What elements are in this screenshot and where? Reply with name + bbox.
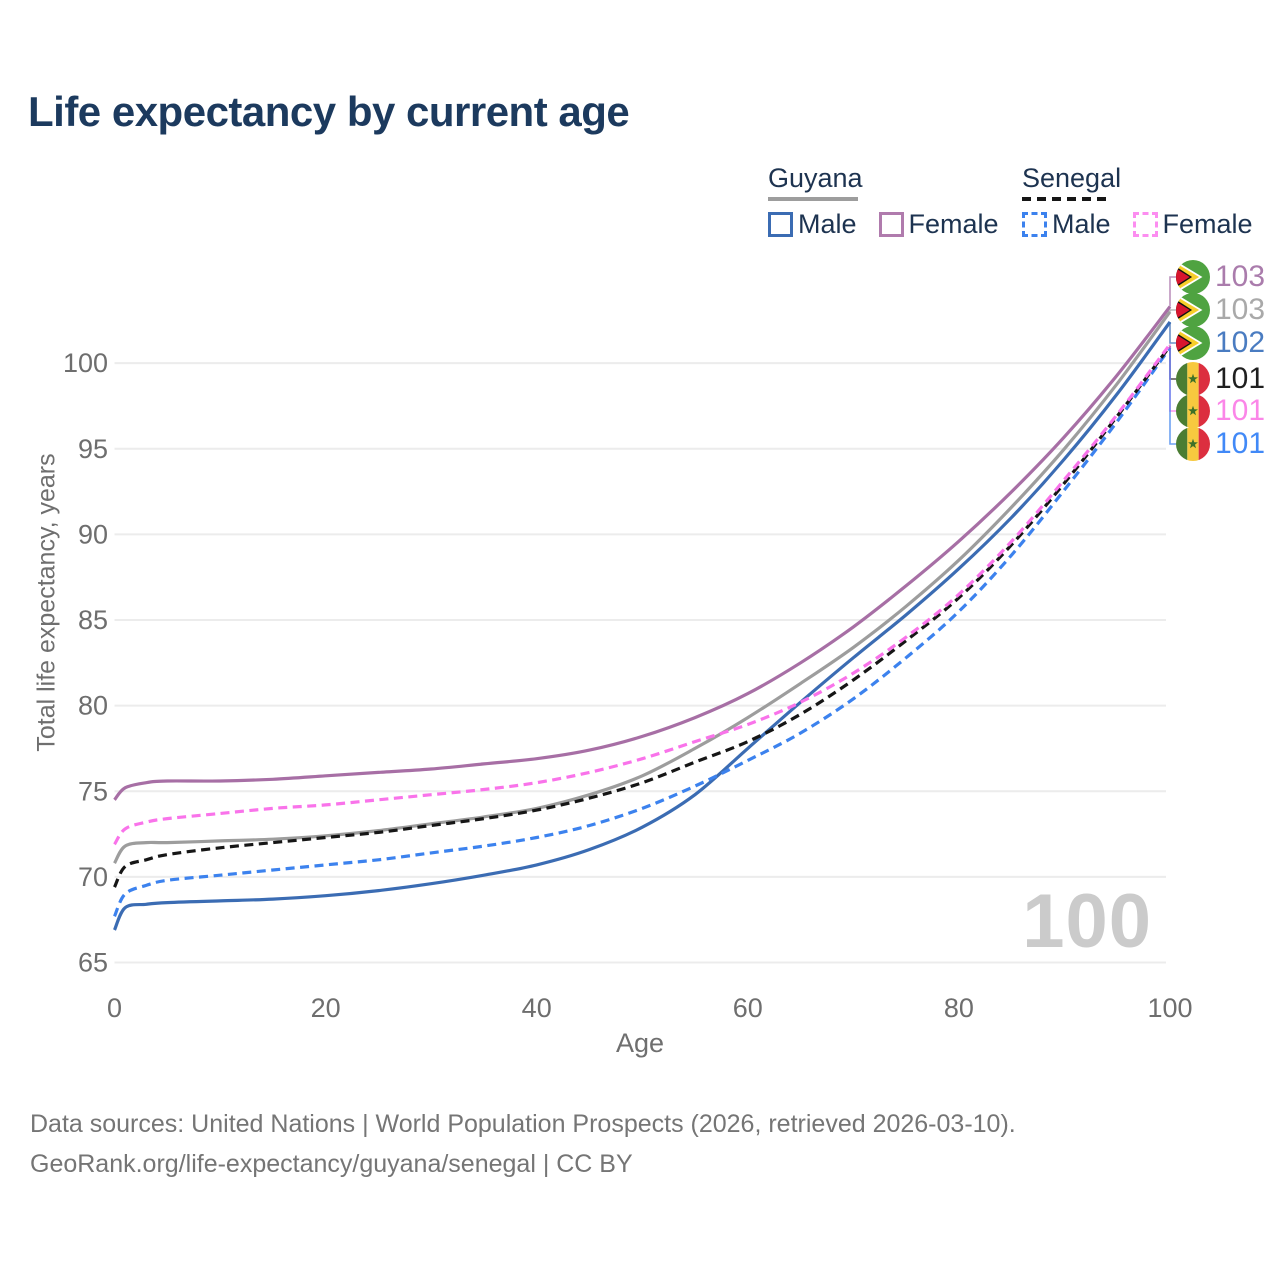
legend-group-senegal: Senegal Male Female	[1022, 163, 1253, 240]
legend-solid-line-sample	[768, 197, 858, 201]
leader-line	[1169, 322, 1176, 344]
end-label-senegal-total: 101	[1176, 362, 1265, 396]
age-counter-watermark: 100	[1022, 879, 1152, 964]
legend-item-guyana-male[interactable]: Male	[798, 209, 857, 239]
legend-country-title[interactable]: Guyana	[768, 163, 863, 193]
y-tick-label: 85	[78, 605, 108, 635]
series-line-guyana-male[interactable]	[113, 321, 1172, 931]
leader-line	[1169, 276, 1176, 307]
leader-line	[1169, 309, 1176, 312]
y-tick-label: 65	[78, 948, 108, 978]
series-line-guyana-female[interactable]	[113, 305, 1172, 801]
senegal-flag-icon	[1176, 394, 1210, 428]
x-tick-label: 80	[944, 993, 974, 1023]
series-line-senegal-female[interactable]	[113, 343, 1172, 846]
leader-line	[1169, 347, 1176, 445]
footer: Data sources: United Nations | World Pop…	[30, 1104, 1016, 1184]
y-tick-label: 80	[78, 691, 108, 721]
end-label-value: 101	[1215, 427, 1266, 460]
y-tick-label: 95	[78, 434, 108, 464]
legend-swatch-senegal-female[interactable]	[1132, 212, 1158, 237]
x-tick-label: 20	[311, 993, 341, 1023]
y-tick-label: 70	[78, 862, 108, 892]
end-label-guyana-female: 103	[1176, 260, 1265, 294]
legend-item-senegal-male[interactable]: Male	[1052, 209, 1111, 239]
data-source-note: Data sources: United Nations | World Pop…	[30, 1110, 1016, 1138]
guyana-flag-icon	[1176, 326, 1210, 360]
y-tick-label: 75	[78, 776, 108, 806]
series-line-senegal-male[interactable]	[113, 346, 1172, 917]
legend-swatch-guyana-male[interactable]	[768, 212, 793, 237]
attribution-link[interactable]: GeoRank.org/life-expectancy/guyana/seneg…	[30, 1150, 633, 1178]
end-label-value: 101	[1215, 362, 1266, 395]
x-tick-label: 100	[1147, 993, 1192, 1023]
legend-country-title[interactable]: Senegal	[1022, 163, 1122, 193]
senegal-flag-icon	[1176, 427, 1210, 461]
end-label-value: 102	[1215, 326, 1266, 359]
end-label-senegal-female: 101	[1176, 394, 1265, 428]
series-line-senegal-both[interactable]	[113, 345, 1172, 888]
legend-swatch-senegal-male[interactable]	[1022, 212, 1047, 237]
end-label-guyana-total: 103	[1176, 293, 1265, 327]
legend-dashed-line-sample	[1022, 197, 1112, 201]
x-axis-title: Age	[615, 1028, 665, 1058]
series-line-guyana-both[interactable]	[113, 310, 1172, 865]
guyana-flag-icon	[1176, 260, 1210, 294]
end-label-value: 101	[1215, 394, 1266, 427]
y-tick-label: 90	[78, 519, 108, 549]
x-tick-label: 0	[107, 993, 122, 1023]
x-tick-label: 60	[733, 993, 763, 1023]
y-axis-title: Total life expectancy, years	[32, 453, 61, 752]
legend-item-guyana-female[interactable]: Female	[908, 209, 999, 239]
end-label-senegal-male: 101	[1176, 427, 1265, 461]
end-label-value: 103	[1215, 293, 1266, 326]
end-label-value: 103	[1215, 260, 1266, 293]
end-label-guyana-male: 102	[1176, 326, 1265, 360]
legend-swatch-guyana-female[interactable]	[878, 212, 904, 237]
guyana-flag-icon	[1176, 293, 1210, 327]
page-title: Life expectancy by current age	[28, 88, 630, 135]
legend-group-guyana: Guyana Male Female	[768, 163, 999, 240]
senegal-flag-icon	[1176, 362, 1210, 396]
legend-item-senegal-female[interactable]: Female	[1162, 209, 1253, 239]
x-tick-label: 40	[522, 993, 552, 1023]
y-tick-label: 100	[63, 348, 108, 378]
